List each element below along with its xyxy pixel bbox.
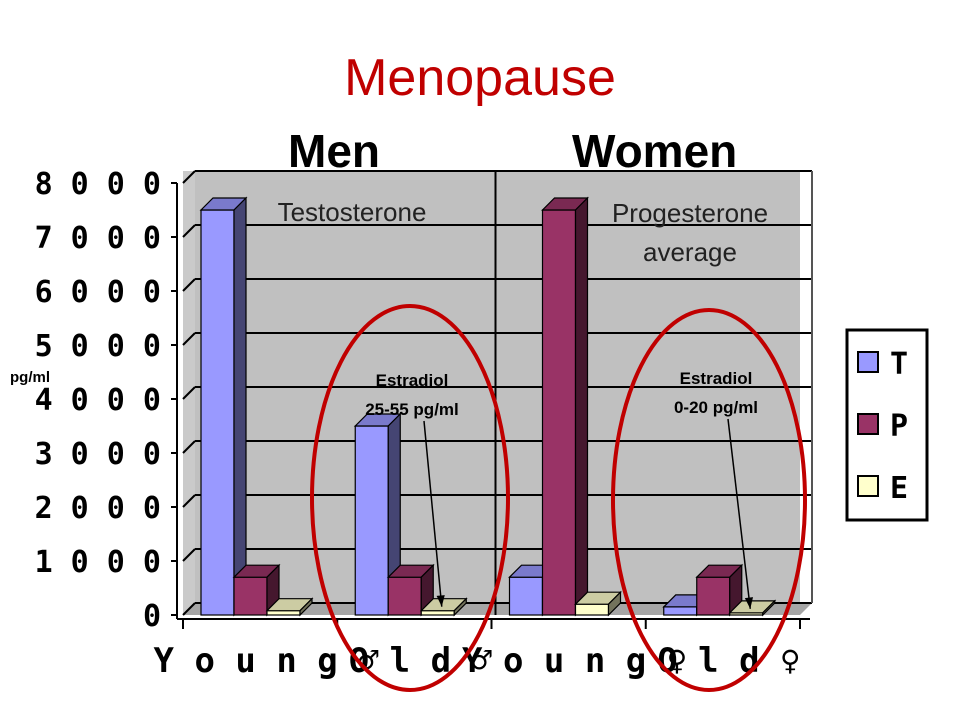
bar-side-T-0 (233, 196, 247, 617)
page-title: Menopause (344, 49, 616, 107)
gridline-depth (182, 224, 196, 238)
bar-T-2 (508, 576, 544, 616)
bar-side-P-2 (574, 196, 589, 617)
y-tick-label: 4 0 0 0 (35, 383, 161, 418)
legend-swatch-T (857, 351, 879, 373)
bar-E-0 (266, 610, 301, 616)
highlight-ellipse (310, 304, 510, 692)
gridline-depth (182, 332, 196, 346)
x-category-label: Y o u n g ♀ (462, 641, 687, 681)
group-label-women: Women (572, 125, 738, 177)
label-testosterone: Testosterone (278, 197, 427, 227)
gridline-depth (182, 494, 196, 508)
annotation-range: 0-20 pg/ml (674, 398, 758, 417)
annotation-arrow-head (436, 595, 445, 607)
y-tick-label: 0 (143, 599, 161, 634)
annotation-title: Estradiol (376, 371, 449, 390)
bar-T-1 (354, 425, 389, 616)
bar-T-0 (200, 209, 235, 616)
bar-E-1 (420, 610, 455, 616)
bar-P-3 (696, 576, 731, 616)
gridline-depth (182, 386, 196, 400)
highlight-ellipse (611, 308, 807, 692)
y-tick-label: 1 0 0 0 (35, 545, 161, 580)
bar-P-2 (541, 209, 577, 616)
bar-side-E-2 (607, 590, 622, 617)
bar-side-E-3 (762, 599, 776, 617)
legend-label-E: E (890, 471, 908, 506)
gridline-depth (182, 548, 196, 562)
y-tick-label: 6 0 0 0 (35, 275, 161, 310)
bar-side-E-1 (453, 597, 467, 617)
bar-side-E-0 (299, 597, 313, 617)
y-tick-label: 5 0 0 0 (35, 329, 161, 364)
legend-swatch-E (857, 475, 879, 497)
gridline-depth (182, 278, 196, 292)
gridline-depth (182, 440, 196, 454)
gridline-depth (182, 602, 196, 616)
legend-label-P: P (890, 409, 908, 444)
annotation-arrow-head (744, 597, 754, 609)
y-axis-label: pg/ml (10, 369, 50, 386)
annotation-title: Estradiol (680, 369, 753, 388)
bar-T-3 (663, 606, 698, 616)
y-tick-label: 8 0 0 0 (35, 167, 161, 202)
label-average: average (643, 237, 737, 267)
y-tick-label: 2 0 0 0 (35, 491, 161, 526)
y-tick-label: 7 0 0 0 (35, 221, 161, 256)
y-tick-label: 3 0 0 0 (35, 437, 161, 472)
bar-P-1 (387, 576, 422, 616)
gridline-depth (182, 170, 196, 184)
group-label-men: Men (288, 125, 380, 177)
annotation-arrow (423, 420, 443, 607)
x-category-label: Y o u n g ♂ (154, 641, 379, 681)
x-category-label: O l d ♀ (657, 641, 800, 681)
legend-swatch-P (857, 413, 879, 435)
annotation-range: 25-55 pg/ml (365, 400, 459, 419)
annotation-arrow (727, 418, 751, 609)
bar-E-2 (574, 603, 610, 616)
bar-P-0 (233, 576, 268, 616)
label-progesterone: Progesterone (612, 198, 768, 228)
plot-floor (183, 603, 812, 615)
legend-label-T: T (890, 347, 908, 382)
